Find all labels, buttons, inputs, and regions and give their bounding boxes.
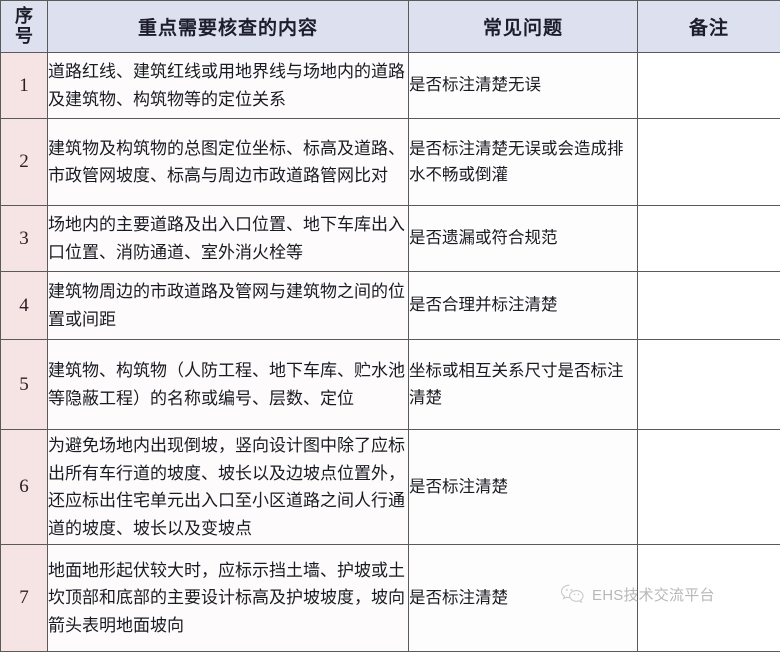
row-remark[interactable] [637, 118, 780, 207]
table-row: 6 为避免场地内出现倒坡，竖向设计图中除了应标出所有车行道的坡度、坡长以及边坡点… [0, 429, 780, 546]
column-header-issue: 常见问题 [408, 0, 638, 53]
column-header-content: 重点需要核查的内容 [47, 0, 409, 53]
row-number: 3 [0, 205, 48, 273]
row-number: 2 [0, 118, 48, 207]
row-issue: 是否遗漏或符合规范 [408, 205, 638, 273]
row-number: 1 [0, 51, 48, 120]
row-number: 5 [0, 338, 48, 431]
column-header-no-char-1: 序 [15, 6, 33, 27]
row-remark[interactable] [637, 51, 780, 120]
row-issue: 是否标注清楚 [408, 429, 638, 546]
row-remark[interactable] [637, 271, 780, 340]
row-content: 道路红线、建筑红线或用地界线与场地内的道路及建筑物、构筑物等的定位关系 [47, 51, 409, 120]
table-row: 4 建筑物周边的市政道路及管网与建筑物之间的位置或间距 是否合理并标注清楚 [0, 271, 780, 340]
header-row: 序 号 重点需要核查的内容 常见问题 备注 [0, 0, 780, 53]
row-issue: 坐标或相互关系尺寸是否标注清楚 [408, 338, 638, 431]
table-row: 3 场地内的主要道路及出入口位置、地下车库出入口位置、消防通道、室外消火栓等 是… [0, 205, 780, 273]
row-content: 为避免场地内出现倒坡，竖向设计图中除了应标出所有车行道的坡度、坡长以及边坡点位置… [47, 429, 409, 546]
table-row: 2 建筑物及构筑物的总图定位坐标、标高及道路、市政管网坡度、标高与周边市政道路管… [0, 118, 780, 207]
row-number: 7 [0, 544, 48, 652]
row-number: 4 [0, 271, 48, 340]
table-header: 序 号 重点需要核查的内容 常见问题 备注 [0, 0, 780, 53]
column-header-remark: 备注 [637, 0, 780, 53]
row-remark[interactable] [637, 338, 780, 431]
table-row: 1 道路红线、建筑红线或用地界线与场地内的道路及建筑物、构筑物等的定位关系 是否… [0, 51, 780, 120]
row-remark[interactable] [637, 205, 780, 273]
row-content: 建筑物周边的市政道路及管网与建筑物之间的位置或间距 [47, 271, 409, 340]
row-issue: 是否标注清楚无误或会造成排水不畅或倒灌 [408, 118, 638, 207]
column-header-no: 序 号 [0, 0, 48, 53]
table-body: 1 道路红线、建筑红线或用地界线与场地内的道路及建筑物、构筑物等的定位关系 是否… [0, 51, 780, 652]
row-number: 6 [0, 429, 48, 546]
table-row: 7 地面地形起伏较大时，应标示挡土墙、护坡或土坎顶部和底部的主要设计标高及护坡坡… [0, 544, 780, 652]
row-remark[interactable] [637, 544, 780, 652]
row-content: 建筑物、构筑物（人防工程、地下车库、贮水池等隐蔽工程）的名称或编号、层数、定位 [47, 338, 409, 431]
row-content: 场地内的主要道路及出入口位置、地下车库出入口位置、消防通道、室外消火栓等 [47, 205, 409, 273]
table-row: 5 建筑物、构筑物（人防工程、地下车库、贮水池等隐蔽工程）的名称或编号、层数、定… [0, 338, 780, 431]
row-issue: 是否合理并标注清楚 [408, 271, 638, 340]
row-content: 地面地形起伏较大时，应标示挡土墙、护坡或土坎顶部和底部的主要设计标高及护坡坡度，… [47, 544, 409, 652]
row-remark[interactable] [637, 429, 780, 546]
row-issue: 是否标注清楚 [408, 544, 638, 652]
row-issue: 是否标注清楚无误 [408, 51, 638, 120]
row-content: 建筑物及构筑物的总图定位坐标、标高及道路、市政管网坡度、标高与周边市政道路管网比… [47, 118, 409, 207]
column-header-no-char-2: 号 [15, 25, 33, 46]
